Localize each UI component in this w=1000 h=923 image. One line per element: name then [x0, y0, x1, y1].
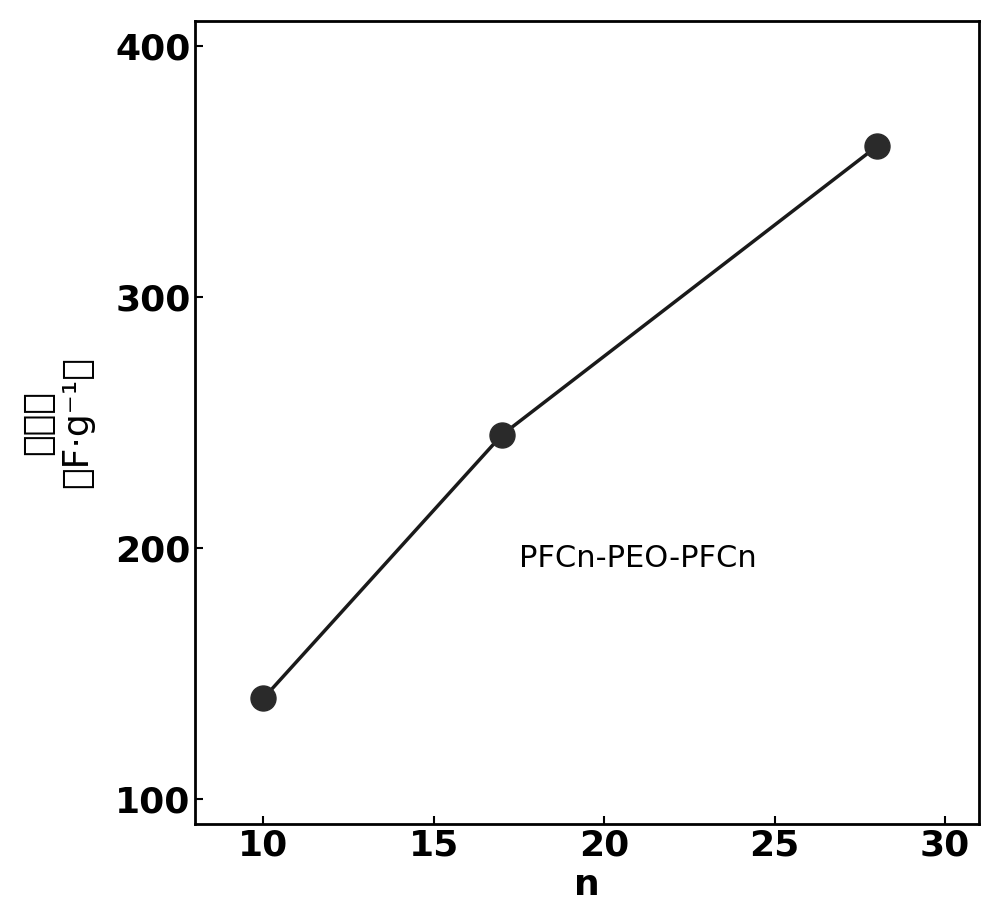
- Text: PFCn-PEO-PFCn: PFCn-PEO-PFCn: [519, 544, 757, 573]
- Y-axis label: 比电容
（F·g⁻¹）: 比电容 （F·g⁻¹）: [21, 356, 94, 488]
- Point: [869, 138, 885, 153]
- Point: [255, 691, 271, 706]
- X-axis label: n: n: [574, 869, 600, 902]
- Point: [494, 427, 510, 442]
